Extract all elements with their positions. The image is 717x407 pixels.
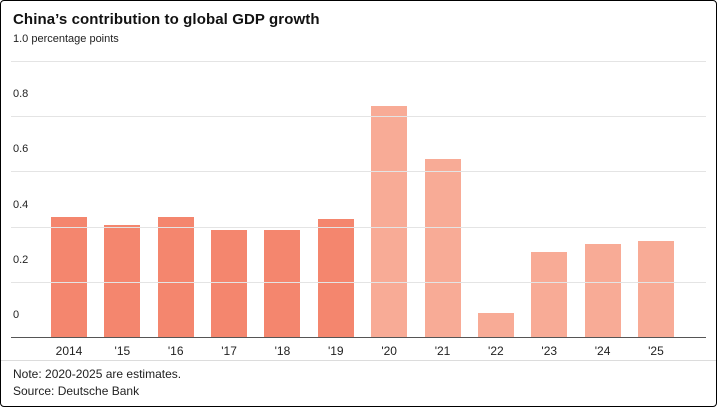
x-label-23: '23 bbox=[541, 344, 558, 358]
bar-19 bbox=[317, 219, 354, 338]
gridline-0.4 bbox=[11, 226, 706, 228]
x-label-2014: 2014 bbox=[55, 344, 83, 358]
x-axis-baseline bbox=[11, 337, 706, 338]
chart-footer: Note: 2020-2025 are estimates. Source: D… bbox=[1, 360, 716, 406]
y-tick-label-0.4: 0.4 bbox=[13, 198, 29, 211]
bar-22 bbox=[477, 313, 514, 338]
bars-container bbox=[11, 62, 706, 338]
bar-chart: 1.0 percentage points 0.8 0.6 0.4 0.2 0 2014 '… bbox=[11, 34, 706, 358]
x-label-22: '22 bbox=[488, 344, 504, 358]
bar-16 bbox=[157, 216, 194, 338]
x-label-16: '16 bbox=[167, 344, 184, 358]
bar-17 bbox=[211, 230, 248, 338]
x-label-25: '25 bbox=[648, 344, 664, 358]
gridline-0.8 bbox=[11, 116, 706, 118]
bar-15 bbox=[104, 224, 141, 338]
chart-title: China’s contribution to global GDP growt… bbox=[13, 11, 320, 28]
y-tick-label-0: 0 bbox=[13, 309, 20, 321]
y-tick-label-0.6: 0.6 bbox=[13, 143, 29, 156]
bar-21 bbox=[424, 158, 461, 338]
bar-2014 bbox=[51, 216, 87, 338]
bar-25 bbox=[637, 241, 674, 338]
gridline-0.6 bbox=[11, 171, 706, 173]
x-label-19: '19 bbox=[327, 344, 344, 358]
y-tick-label-0.2: 0.2 bbox=[13, 253, 29, 266]
x-label-21: '21 bbox=[434, 344, 451, 358]
chart-source: Source: Deutsche Bank bbox=[13, 384, 140, 398]
x-label-20: '20 bbox=[381, 344, 397, 358]
bar-20 bbox=[371, 106, 408, 338]
plot-area: 1.0 percentage points 0.8 0.6 0.4 0.2 0 bbox=[11, 34, 706, 338]
gridline-0.2 bbox=[11, 281, 706, 283]
x-axis-labels: 2014 '15 '16 '17 '18 '19 '20 '21 '22 '23 '24 '25 bbox=[11, 338, 706, 358]
gridline-1 bbox=[11, 61, 706, 62]
bar-24 bbox=[584, 244, 621, 338]
bar-18 bbox=[264, 230, 301, 338]
x-label-17: '17 bbox=[221, 344, 237, 358]
x-label-24: '24 bbox=[594, 344, 611, 358]
x-label-15: '15 bbox=[114, 344, 131, 358]
y-tick-label-1: 1.0 percentage points bbox=[13, 33, 119, 45]
bar-23 bbox=[531, 252, 568, 338]
y-tick-label-0.8: 0.8 bbox=[13, 88, 29, 101]
x-label-18: '18 bbox=[274, 344, 291, 358]
chart-note: Note: 2020-2025 are estimates. bbox=[13, 367, 182, 381]
